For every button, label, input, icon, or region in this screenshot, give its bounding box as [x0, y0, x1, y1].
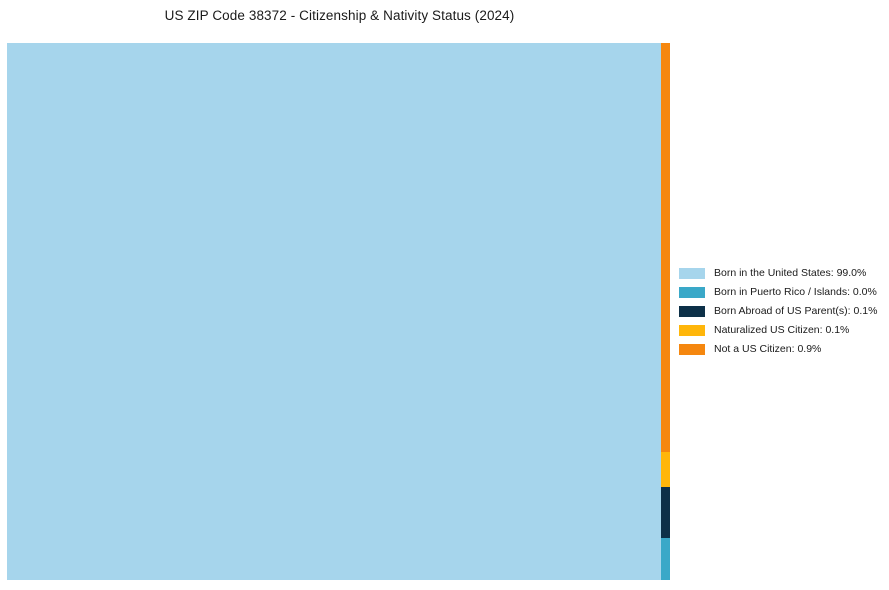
- legend-item-not-a-us-citizen[interactable]: Not a US Citizen: 0.9%: [679, 340, 884, 359]
- treemap-tile-naturalized-us-citizen[interactable]: [661, 452, 670, 487]
- legend-swatch-icon: [679, 306, 705, 317]
- legend-item-label: Born in the United States: 99.0%: [714, 267, 867, 279]
- treemap-tile-born-in-puerto-rico-islands[interactable]: [661, 538, 670, 580]
- treemap-plot-area: [7, 43, 670, 580]
- treemap-tile-born-abroad-of-us-parents[interactable]: [661, 487, 670, 538]
- chart-legend: Born in the United States: 99.0% Born in…: [679, 264, 884, 359]
- legend-item-born-in-the-united-states[interactable]: Born in the United States: 99.0%: [679, 264, 884, 283]
- legend-item-naturalized-us-citizen[interactable]: Naturalized US Citizen: 0.1%: [679, 321, 884, 340]
- legend-item-label: Born in Puerto Rico / Islands: 0.0%: [714, 286, 877, 298]
- treemap-tile-born-in-the-united-states[interactable]: [7, 43, 661, 580]
- legend-item-born-abroad-of-us-parents[interactable]: Born Abroad of US Parent(s): 0.1%: [679, 302, 884, 321]
- legend-item-label: Naturalized US Citizen: 0.1%: [714, 324, 850, 336]
- legend-item-label: Not a US Citizen: 0.9%: [714, 343, 822, 355]
- treemap-tile-not-a-us-citizen[interactable]: [661, 43, 670, 452]
- legend-swatch-icon: [679, 268, 705, 279]
- chart-title: US ZIP Code 38372 - Citizenship & Nativi…: [164, 8, 515, 23]
- legend-item-born-in-puerto-rico-islands[interactable]: Born in Puerto Rico / Islands: 0.0%: [679, 283, 884, 302]
- legend-swatch-icon: [679, 325, 705, 336]
- legend-swatch-icon: [679, 344, 705, 355]
- legend-swatch-icon: [679, 287, 705, 298]
- legend-item-label: Born Abroad of US Parent(s): 0.1%: [714, 305, 878, 317]
